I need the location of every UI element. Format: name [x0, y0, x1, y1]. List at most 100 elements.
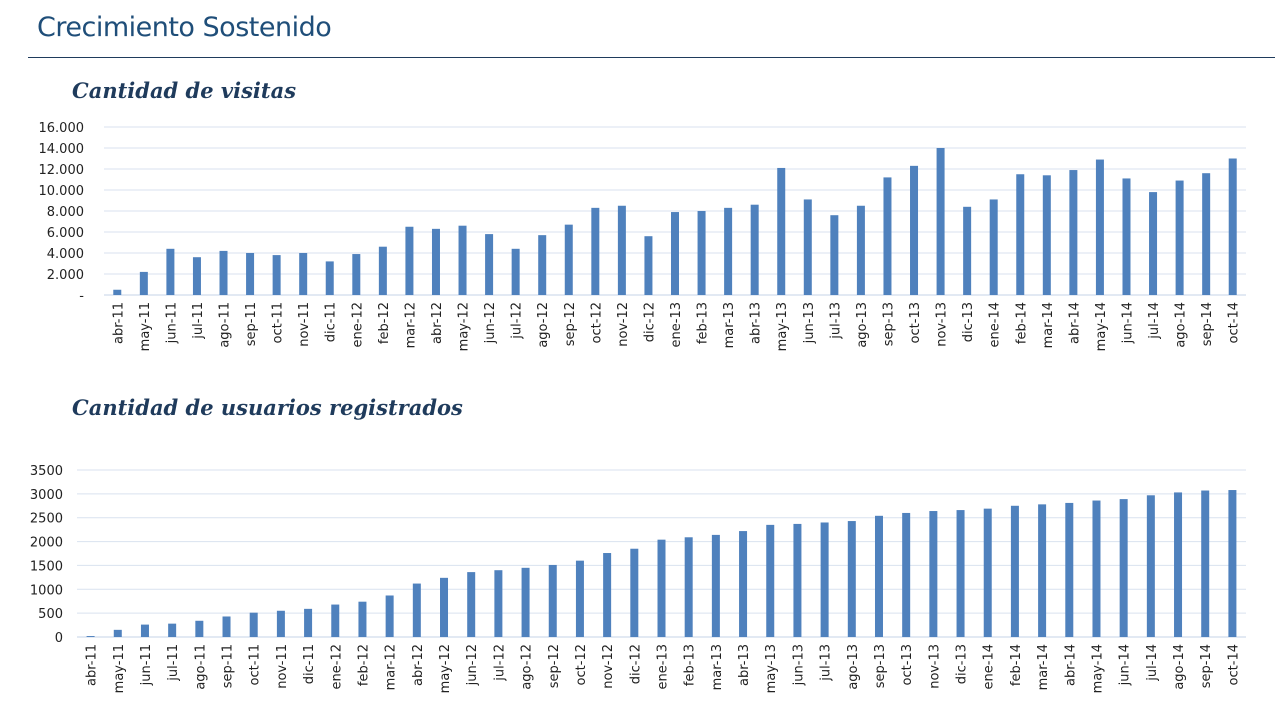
visits-x-tick-label: mar-12	[403, 302, 418, 348]
users-bar	[494, 570, 503, 637]
users-bar	[657, 539, 666, 637]
visits-x-tick-label: ago-11	[218, 302, 233, 348]
visits-x-tick-label: oct-13	[908, 302, 923, 343]
visits-x-tick-label: abr-12	[430, 302, 445, 344]
users-bar	[249, 612, 258, 637]
visits-bar	[697, 211, 706, 295]
users-y-tick-label: 3500	[30, 464, 63, 479]
users-x-tick-label: jun-11	[139, 644, 154, 686]
users-x-tick-label: sep-11	[221, 644, 236, 688]
visits-x-tick-label: oct-11	[271, 302, 286, 343]
users-bar	[684, 537, 693, 637]
users-bar	[358, 601, 367, 637]
visits-bar	[192, 257, 201, 295]
users-x-tick-label: may-12	[438, 644, 453, 693]
visits-y-tick-label: 6.000	[47, 226, 84, 241]
users-x-tick-label: sep-13	[873, 644, 888, 688]
users-x-tick-label: abr-13	[737, 644, 752, 686]
visits-bar	[1175, 180, 1184, 295]
users-x-tick-label: ago-12	[520, 644, 535, 690]
visits-x-tick-label: ago-13	[855, 302, 870, 348]
visits-x-tick-label: ene-14	[988, 302, 1003, 347]
visits-bar	[405, 226, 414, 295]
visits-bar	[617, 205, 626, 295]
users-x-tick-label: jun-14	[1118, 644, 1133, 686]
users-bar	[793, 523, 802, 637]
visits-bar	[1042, 175, 1051, 295]
users-x-tick-label: ago-11	[193, 644, 208, 690]
users-x-tick-label: may-13	[764, 644, 779, 693]
users-y-tick-label: 2000	[30, 536, 63, 551]
chart-heading-visits: Cantidad de visitas	[72, 78, 297, 103]
users-bar	[1038, 504, 1047, 637]
visits-bar	[378, 246, 387, 295]
visits-bar	[724, 207, 733, 295]
visits-bar	[1202, 173, 1211, 295]
visits-bar	[458, 225, 467, 295]
visits-bar	[671, 212, 679, 295]
visits-bar	[511, 248, 520, 295]
users-bar	[195, 620, 204, 637]
users-y-tick-label: 2500	[30, 512, 63, 527]
visits-y-tick-label: 12.000	[39, 163, 85, 178]
users-x-tick-label: dic-11	[302, 644, 317, 684]
users-x-tick-label: may-11	[112, 644, 127, 693]
users-x-tick-label: sep-12	[547, 644, 562, 688]
users-x-tick-label: jul-12	[492, 644, 507, 682]
visits-bar	[485, 234, 494, 295]
users-y-tick-label: 500	[38, 607, 63, 622]
visits-y-tick-label: 4.000	[47, 247, 84, 262]
users-bar	[630, 548, 639, 637]
visits-bar	[246, 253, 255, 295]
users-bar	[1146, 495, 1155, 637]
visits-x-tick-label: mar-14	[1041, 302, 1056, 348]
visits-x-tick-label: may-14	[1094, 302, 1109, 351]
users-x-tick-label: mar-12	[384, 644, 399, 690]
visits-x-tick-label: jul-13	[828, 302, 843, 340]
title-divider	[28, 57, 1275, 58]
users-x-tick-label: jun-13	[791, 644, 806, 686]
users-x-tick-label: ene-13	[656, 644, 671, 689]
users-x-tick-label: oct-14	[1226, 644, 1241, 685]
visits-y-tick-label: 14.000	[39, 142, 85, 157]
users-bar	[739, 531, 748, 637]
users-bar	[412, 583, 421, 637]
visits-x-tick-label: mar-13	[722, 302, 737, 348]
visits-x-tick-label: jul-12	[510, 302, 525, 340]
users-bar	[956, 510, 965, 637]
users-x-tick-label: feb-13	[683, 644, 698, 686]
users-bar	[929, 511, 938, 637]
users-bar	[140, 624, 149, 637]
users-bar	[902, 512, 911, 637]
visits-bar	[272, 255, 281, 295]
visits-x-tick-label: abr-13	[749, 302, 764, 344]
visits-bar	[883, 177, 892, 295]
users-bar	[820, 522, 829, 637]
visits-bar	[1122, 178, 1131, 295]
users-bar	[521, 567, 530, 637]
users-bar	[575, 560, 584, 637]
visits-x-tick-label: feb-14	[1014, 302, 1029, 344]
visits-x-tick-label: nov-11	[297, 302, 312, 347]
visits-bar	[431, 228, 440, 295]
users-x-tick-label: abr-11	[85, 644, 100, 686]
visits-y-tick-label: 16.000	[39, 121, 85, 136]
visits-bar	[352, 254, 361, 295]
users-x-tick-label: sep-14	[1199, 644, 1214, 688]
users-bar	[113, 629, 122, 637]
users-bar	[440, 577, 449, 637]
visits-bar	[591, 207, 600, 295]
visits-bar	[1228, 158, 1237, 295]
visits-y-tick-label: 8.000	[47, 205, 84, 220]
users-x-tick-label: oct-11	[248, 644, 263, 685]
visits-x-tick-label: ago-14	[1174, 302, 1189, 348]
visits-bar	[910, 165, 919, 295]
users-bar	[331, 604, 340, 637]
visits-x-tick-label: ago-12	[536, 302, 551, 348]
visits-x-tick-label: jul-14	[1147, 302, 1162, 340]
users-bar	[983, 508, 992, 637]
visits-bar	[139, 271, 148, 295]
visits-y-tick-label: -	[79, 289, 84, 304]
users-bar	[603, 553, 612, 637]
